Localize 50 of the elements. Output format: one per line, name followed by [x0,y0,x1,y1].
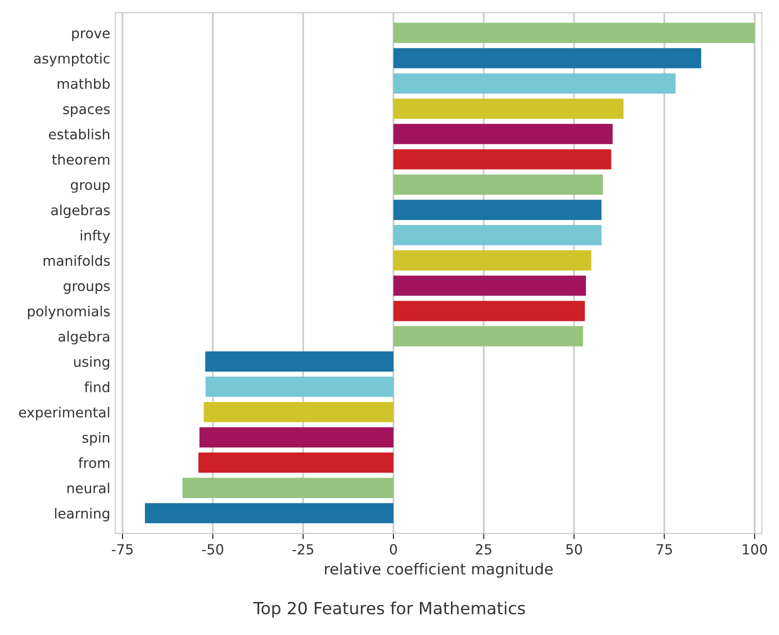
bar [393,22,755,44]
x-axis-title: relative coefficient magnitude [325,562,553,578]
y-tick-label: algebras [51,204,110,218]
y-tick-label: manifolds [44,255,110,266]
x-tick-label: 75 [656,544,672,555]
y-tick-label: experimental [19,406,110,420]
y-tick-label: establish [48,128,110,140]
y-tick-label: group [70,182,110,193]
y-tick-label: algebra [58,330,110,344]
bar [393,98,624,119]
bar [393,300,585,322]
x-tick-label: -50 [202,544,224,555]
y-tick-label: theorem [52,154,110,165]
bar [393,174,603,195]
x-tick-label: 25 [476,544,492,555]
y-tick-label: mathbb [58,78,110,89]
bar [393,250,592,271]
bar [182,478,394,498]
bar [393,48,702,68]
bar [393,200,602,220]
y-tick-label: spin [82,432,110,446]
bar [393,124,613,144]
bar [198,452,394,473]
x-tick-label: -75 [112,544,133,555]
bar [199,427,394,448]
bar [393,326,584,346]
bar [144,503,394,524]
y-tick-label: asymptotic [34,52,110,66]
y-tick-label: using [74,356,110,370]
y-tick-label: spaces [63,106,110,117]
y-tick-label: prove [72,30,110,42]
y-tick-label: groups [64,283,110,294]
x-tick-label: 0 [390,544,397,555]
bar [393,276,586,296]
bar [393,149,612,170]
y-tick-label: from [78,457,110,468]
bar [393,225,602,246]
y-tick-label: find [84,382,110,392]
bar [393,73,676,94]
x-tick-label: 50 [566,544,582,555]
x-tick-label: -25 [292,544,314,555]
y-tick-label: polynomials [28,306,110,320]
bar [204,402,394,422]
y-tick-label: learning [55,508,110,522]
text: Top 20 Features for Mathematics [253,602,525,618]
y-tick-label: infty [80,230,110,244]
x-tick-label: 100 [742,544,767,555]
bar [206,376,394,397]
bar [205,351,394,372]
y-tick-label: neural [67,482,110,494]
